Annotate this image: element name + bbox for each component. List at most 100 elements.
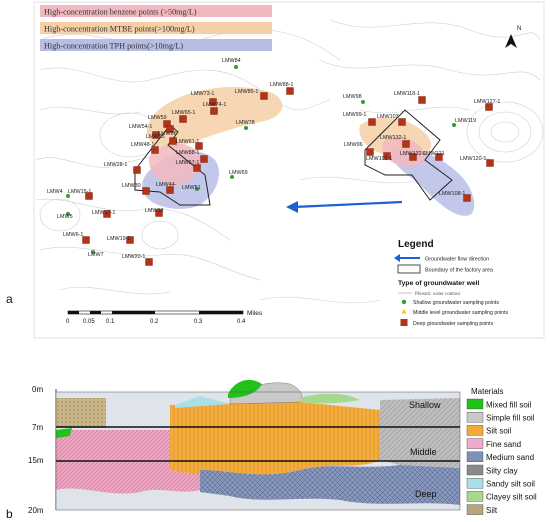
material-swatch [466,398,484,410]
material-label: Simple fill soil [486,414,535,423]
well-label: LMW78 [236,120,255,126]
well-label: LMW69 [229,170,248,176]
material-label: Medium sand [486,453,534,462]
well-label: LMW20-1 [122,254,145,260]
well-label: LMW30 [122,183,141,189]
legend-title: Legend [398,239,434,250]
materials-title: Materials [471,387,503,396]
well-label: LMW4 [47,189,63,195]
deep-well-marker [486,159,494,167]
material-swatch [466,478,484,489]
well-label: LMW121 [423,151,445,157]
well-label: LMW48-1 [131,142,154,148]
deep-well-marker [366,148,374,156]
material-label: Silt [486,506,498,515]
deep-well-marker [169,137,177,145]
legend-contour-label: Phreatic water contour [415,292,461,297]
deep-well-marker [133,166,141,174]
well-label: LMW17-1 [92,210,115,216]
scale-tick-2: 0.1 [106,319,115,325]
well-label: LMW59 [148,115,167,121]
material-swatch [466,451,484,462]
well-label: LMW132-1 [400,151,426,157]
map-frame [33,1,545,339]
deep-well-marker [142,187,150,195]
material-label: Sandy silt soil [486,480,535,489]
cross-section: 0m 7m 15m 20m [6,379,537,521]
well-label: LMW99-1 [343,112,366,118]
legend-deep-marker [400,319,408,326]
material-swatch [466,464,484,476]
site-map: High-concentration benzene points (>50mg… [6,1,545,339]
material-label: Fine sand [486,440,521,449]
scale-tick-5: 0.4 [237,319,246,325]
panel-a-label: a [6,292,13,306]
north-label: N [517,26,521,32]
material-label: Silty clay [486,466,518,475]
depth-label-20: 20m [28,506,44,515]
well-label: LMW88-1 [270,82,293,88]
depth-label-15: 15m [28,456,44,465]
north-arrow: N [505,26,521,48]
zone-label-middle: Middle [410,447,437,457]
well-label: LMW85-1 [235,89,258,95]
shallow-well-marker [244,126,248,130]
deep-well-marker [193,164,201,172]
concentration-legend: High-concentration benzene points (>50mg… [40,5,272,51]
scale-unit: Miles [247,310,263,317]
materials-legend: Materials Mixed fill soil Simple fill soi… [466,387,537,515]
zone-label-deep: Deep [415,489,437,499]
tph-swatch [40,39,272,51]
shallow-well-marker [234,65,238,69]
deep-well-marker [435,153,443,161]
well-label: LMW98 [343,94,362,100]
legend-flow-arrowhead [394,254,400,262]
well-label: LMW119 [455,118,476,124]
well-label: LMW61-1 [176,139,199,145]
material-swatch [466,425,484,436]
scale-tick-3: 0.2 [150,319,159,325]
well-label: LMW7 [88,252,104,258]
shallow-well-marker [361,100,365,104]
legend-flow-label: Groundwater flow direction [425,257,489,263]
well-label: LMW84 [222,58,241,64]
deep-well-marker [398,118,406,126]
deep-well-marker [383,152,391,160]
shallow-well-marker [452,123,456,127]
well-label: LMW51 [182,185,201,191]
deep-well-marker [151,146,159,154]
material-swatch [466,438,484,449]
shallow-well-marker [66,194,70,198]
deep-well-marker [485,103,493,111]
well-label: LMW5 [57,214,73,220]
well-label: LMW19-1 [107,236,130,242]
deep-well-marker [209,98,217,106]
scale-bar: Miles 0 0.05 0.1 0.2 0.3 0.4 [66,310,263,325]
well-label: LMW101-1 [366,156,392,162]
benzene-swatch [40,5,272,17]
legend-deep-label: Deep groundwater sampling points [413,321,494,327]
well-label: LMW96 [344,142,363,148]
well-label: LMW28-1 [104,162,127,168]
deep-well-marker [260,92,268,100]
shallow-well-marker [230,175,234,179]
legend-shallow-label: Shallow groundwater sampling points [413,300,499,306]
well-label: LMW6-1 [63,232,83,238]
shallow-well-marker [91,250,95,254]
deep-well-marker [418,96,426,104]
well-label: LMW132-1 [380,135,406,141]
well-label: LMW65-1 [172,110,195,116]
deep-well-marker [155,209,163,217]
legend-welltype-title: Type of groundwater well [398,280,480,287]
deep-well-marker [195,142,203,150]
well-label: LMW108-1 [439,191,465,197]
deep-well-marker [145,258,153,266]
phreatic-contours [35,19,544,304]
well-label: LMW54-1 [129,124,152,130]
legend-middle-marker [401,309,407,314]
legend-boundary-swatch [397,264,421,274]
deep-well-marker [402,140,410,148]
section-body [55,379,461,511]
deep-well-marker [463,194,471,202]
scale-tick-0: 0 [66,319,70,325]
